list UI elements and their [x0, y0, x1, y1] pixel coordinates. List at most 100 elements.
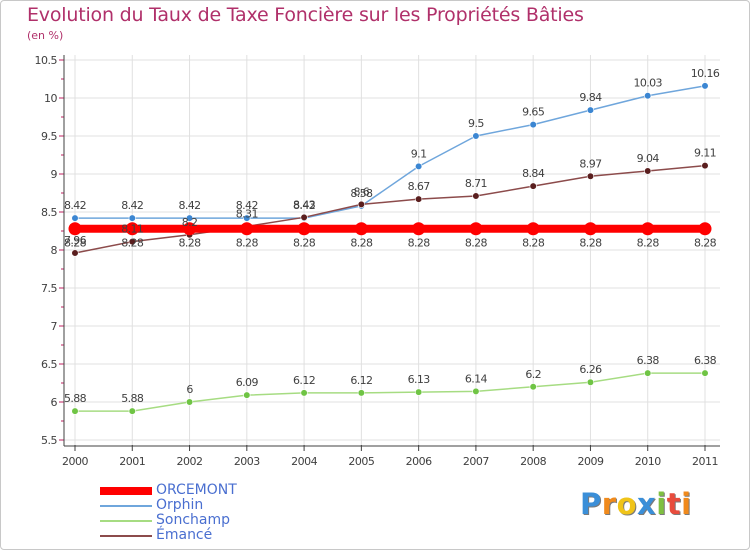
data-point-emance — [357, 200, 365, 208]
data-label-sonchamp: 6.12 — [293, 374, 315, 387]
series-line-emance — [74, 164, 706, 254]
data-point-emance — [300, 213, 308, 221]
data-point-orcemont — [68, 222, 82, 236]
data-point-orphin — [529, 120, 537, 129]
y-tick-label: 8.5 — [41, 206, 57, 219]
data-point-emance — [128, 238, 136, 246]
data-point-orphin — [644, 92, 652, 100]
data-point-orphin — [701, 82, 709, 90]
data-point-sonchamp — [243, 391, 251, 399]
data-label-orphin: 9.65 — [522, 106, 545, 119]
data-label-orcemont: 8.28 — [694, 237, 717, 250]
data-point-emance — [71, 249, 79, 257]
y-tick-label: 8 — [51, 244, 58, 257]
data-label-orcemont: 8.28 — [64, 237, 87, 250]
data-point-emance — [644, 167, 652, 175]
data-point-orphin — [71, 214, 79, 222]
legend-item-orphin: Orphin — [100, 497, 360, 514]
data-label-emance: 8.84 — [522, 167, 545, 180]
data-point-orcemont — [183, 222, 197, 236]
data-point-orphin — [128, 214, 136, 222]
data-point-orphin — [185, 214, 194, 222]
data-label-orcemont: 8.28 — [408, 237, 431, 250]
data-label-emance: 9.04 — [637, 152, 660, 165]
data-label-orcemont: 8.28 — [121, 237, 144, 250]
data-point-orcemont — [354, 222, 368, 236]
data-point-orcemont — [240, 222, 254, 236]
data-label-sonchamp: 5.88 — [121, 392, 144, 405]
x-tick-label: 2008 — [520, 455, 546, 468]
data-label-emance: 9.11 — [694, 147, 716, 160]
data-label-layer: 8.42 8.42 8.42 8.42 8.42 8.58 9.1 9.5 9.65 9.84 10… — [64, 67, 720, 405]
logo-letter: t — [666, 487, 682, 521]
logo-letter: i — [681, 487, 692, 521]
data-point-orphin — [472, 132, 480, 140]
data-label-orphin: 8.42 — [64, 199, 86, 212]
x-tick-label: 2003 — [234, 455, 260, 468]
y-tick-label: 5.5 — [41, 434, 57, 447]
series-line-sonchamp — [75, 372, 705, 412]
legend: ORCEMONT Orphin Sonchamp Émancé — [100, 483, 360, 544]
x-tick-label: 2005 — [348, 455, 374, 468]
data-label-orphin: 8.42 — [121, 199, 143, 212]
data-point-emance — [529, 182, 537, 190]
data-point-emance — [472, 192, 480, 200]
data-label-orcemont: 8.28 — [350, 237, 373, 250]
data-point-orphin — [243, 214, 251, 222]
proxiti-logo: Proxiti — [580, 487, 692, 521]
series-line-orphin — [75, 85, 706, 219]
data-label-orcemont: 8.28 — [637, 237, 660, 250]
data-label-orphin: 10.16 — [691, 67, 720, 80]
data-point-sonchamp — [586, 378, 595, 386]
data-label-orcemont: 8.28 — [579, 237, 602, 250]
legend-item-orcemont: ORCEMONT — [100, 483, 360, 499]
data-label-emance: 8.31 — [236, 207, 258, 220]
data-point-emance — [415, 195, 423, 203]
data-label-sonchamp: 6 — [186, 383, 193, 396]
data-label-sonchamp: 5.88 — [64, 392, 87, 405]
grid-layer — [63, 55, 720, 446]
series-layer — [68, 82, 712, 415]
data-label-orphin: 8.58 — [350, 187, 373, 200]
x-tick-label: 2010 — [635, 455, 661, 468]
legend-label-emance: Émancé — [156, 527, 213, 543]
data-label-sonchamp: 6.12 — [350, 374, 372, 387]
data-point-sonchamp — [128, 407, 136, 415]
y-tick-label: 10 — [44, 92, 57, 105]
y-tick-label: 7 — [51, 320, 58, 333]
x-tick-label: 2004 — [291, 455, 317, 468]
x-tick-label: 2000 — [62, 455, 88, 468]
legend-label-orphin: Orphin — [156, 497, 204, 513]
data-point-sonchamp — [472, 387, 480, 395]
y-tick-label: 7.5 — [41, 282, 57, 295]
legend-label-sonchamp: Sonchamp — [156, 512, 230, 528]
data-point-emance — [586, 172, 595, 180]
data-label-emance: 8.43 — [293, 198, 316, 211]
data-point-sonchamp — [415, 388, 423, 396]
legend-swatch-orphin — [100, 505, 152, 507]
logo-letter: x — [637, 487, 657, 521]
data-point-sonchamp — [185, 398, 194, 406]
data-label-orphin: 9.84 — [579, 91, 602, 104]
data-point-orcemont — [583, 222, 597, 236]
legend-swatch-orcemont — [100, 487, 152, 495]
data-point-orcemont — [698, 222, 712, 236]
data-point-emance — [701, 162, 709, 170]
data-label-orcemont: 8.28 — [293, 237, 316, 250]
chart-subtitle: (en %) — [27, 29, 64, 42]
data-label-orphin: 8.42 — [293, 199, 315, 212]
y-tick-label: 9 — [51, 168, 58, 181]
data-point-sonchamp — [300, 389, 308, 397]
data-label-orphin: 9.5 — [468, 117, 484, 130]
legend-swatch-sonchamp — [100, 520, 152, 522]
x-tick-label: 2007 — [463, 455, 489, 468]
data-label-sonchamp: 6.26 — [579, 363, 602, 376]
logo-letter: i — [656, 487, 667, 521]
data-point-orphin — [415, 162, 423, 170]
data-label-sonchamp: 6.14 — [465, 372, 488, 385]
data-point-orphin — [586, 106, 595, 114]
x-tick-label: 2002 — [177, 455, 203, 468]
data-point-sonchamp — [357, 389, 365, 397]
data-label-sonchamp: 6.13 — [408, 373, 431, 386]
